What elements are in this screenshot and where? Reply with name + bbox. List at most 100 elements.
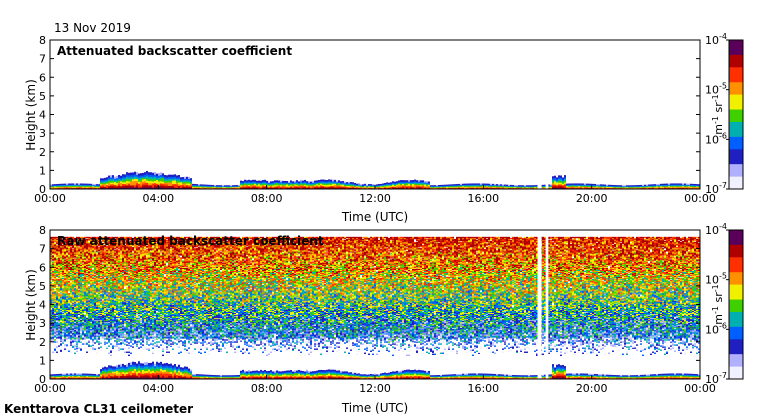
boundary-layer-cell bbox=[606, 184, 608, 186]
boundary-layer-cell bbox=[666, 186, 668, 188]
boundary-layer-cell bbox=[136, 178, 138, 182]
noise-cell bbox=[50, 238, 52, 241]
boundary-layer-cell bbox=[664, 185, 666, 187]
boundary-layer-cell bbox=[394, 186, 396, 188]
noise-cell bbox=[54, 325, 56, 328]
noise-cell bbox=[64, 335, 66, 337]
boundary-layer-cell bbox=[342, 185, 344, 187]
noise-cell bbox=[62, 266, 64, 268]
boundary-layer-cell bbox=[198, 184, 200, 186]
noise-cell bbox=[94, 251, 96, 253]
boundary-layer-cell bbox=[58, 187, 60, 189]
boundary-layer-cell bbox=[196, 185, 198, 187]
boundary-layer-cell bbox=[224, 185, 226, 187]
noise-cell bbox=[64, 259, 66, 261]
boundary-layer-cell bbox=[694, 187, 696, 189]
boundary-layer-cell bbox=[558, 175, 560, 178]
noise-cell bbox=[60, 253, 62, 255]
boundary-layer-cell bbox=[96, 186, 98, 188]
boundary-layer-cell bbox=[334, 182, 336, 184]
boundary-layer-cell bbox=[386, 186, 388, 188]
boundary-layer-cell bbox=[290, 186, 292, 189]
boundary-layer-cell bbox=[422, 185, 424, 188]
noise-cell bbox=[54, 279, 56, 282]
boundary-layer-cell bbox=[144, 174, 146, 177]
boundary-layer-cell bbox=[164, 178, 166, 181]
boundary-layer-cell bbox=[162, 187, 164, 189]
noise-cell bbox=[62, 289, 64, 291]
boundary-layer-cell bbox=[108, 178, 110, 182]
boundary-layer-cell bbox=[576, 184, 578, 187]
boundary-layer-cell bbox=[390, 184, 392, 187]
boundary-layer-cell bbox=[66, 183, 68, 185]
noise-cell bbox=[52, 313, 54, 316]
boundary-layer-cell bbox=[596, 184, 598, 186]
boundary-layer-cell bbox=[344, 187, 346, 189]
boundary-layer-cell bbox=[342, 182, 344, 184]
boundary-layer-cell bbox=[124, 185, 126, 188]
boundary-layer-cell bbox=[268, 181, 270, 184]
boundary-layer-cell bbox=[264, 183, 266, 185]
boundary-layer-cell bbox=[486, 184, 488, 186]
noise-cell bbox=[70, 325, 72, 328]
noise-cell bbox=[76, 303, 78, 305]
boundary-layer-cell bbox=[386, 182, 388, 184]
boundary-layer-cell bbox=[390, 182, 392, 184]
noise-cell bbox=[68, 304, 70, 306]
boundary-layer-cell bbox=[298, 187, 300, 189]
noise-cell bbox=[64, 303, 66, 305]
boundary-layer-cell bbox=[94, 185, 96, 188]
boundary-layer-cell bbox=[572, 186, 574, 188]
boundary-layer-cell bbox=[406, 184, 408, 187]
noise-cell bbox=[68, 257, 70, 259]
noise-cell bbox=[64, 270, 66, 273]
noise-cell bbox=[60, 251, 62, 253]
boundary-layer-cell bbox=[188, 179, 190, 183]
colorbar-segment bbox=[729, 112, 743, 115]
boundary-layer-cell bbox=[594, 186, 596, 188]
boundary-layer-cell bbox=[114, 187, 116, 189]
boundary-layer-cell bbox=[572, 184, 574, 187]
noise-cell bbox=[62, 273, 64, 276]
noise-cell bbox=[62, 284, 64, 287]
boundary-layer-cell bbox=[270, 181, 272, 183]
boundary-layer-cell bbox=[192, 186, 194, 188]
noise-cell bbox=[70, 272, 72, 275]
boundary-layer-cell bbox=[474, 184, 476, 187]
noise-cell bbox=[58, 285, 60, 288]
noise-cell bbox=[64, 257, 66, 259]
noise-cell bbox=[70, 335, 72, 337]
noise-cell bbox=[70, 285, 72, 288]
noise-cell bbox=[56, 333, 58, 335]
boundary-layer-cell bbox=[90, 187, 92, 189]
noise-cell bbox=[60, 349, 62, 351]
boundary-layer-cell bbox=[66, 185, 68, 187]
boundary-layer-cell bbox=[690, 187, 692, 189]
boundary-layer-cell bbox=[634, 185, 636, 187]
boundary-layer-cell bbox=[342, 184, 344, 186]
noise-cell bbox=[56, 250, 58, 252]
noise-cell bbox=[88, 340, 90, 342]
boundary-layer-cell bbox=[360, 187, 362, 189]
boundary-layer-cell bbox=[182, 177, 184, 180]
colorbar-segment bbox=[729, 97, 743, 101]
boundary-layer-cell bbox=[696, 187, 698, 189]
boundary-layer-cell bbox=[142, 178, 144, 182]
boundary-layer-cell bbox=[456, 185, 458, 188]
y-axis-label: Height (km) bbox=[24, 79, 38, 150]
noise-cell bbox=[66, 326, 68, 329]
noise-cell bbox=[56, 303, 58, 305]
boundary-layer-cell bbox=[280, 186, 282, 189]
noise-cell bbox=[68, 266, 70, 268]
noise-cell bbox=[56, 322, 58, 325]
noise-cell bbox=[66, 322, 68, 325]
boundary-layer-cell bbox=[150, 172, 152, 175]
boundary-layer-cell bbox=[134, 184, 136, 188]
boundary-layer-cell bbox=[178, 187, 180, 189]
noise-cell bbox=[68, 312, 70, 315]
boundary-layer-cell bbox=[476, 186, 478, 189]
boundary-layer-cell bbox=[676, 184, 678, 186]
noise-cell bbox=[64, 238, 66, 241]
noise-cell bbox=[68, 256, 70, 258]
noise-cell bbox=[54, 237, 56, 240]
